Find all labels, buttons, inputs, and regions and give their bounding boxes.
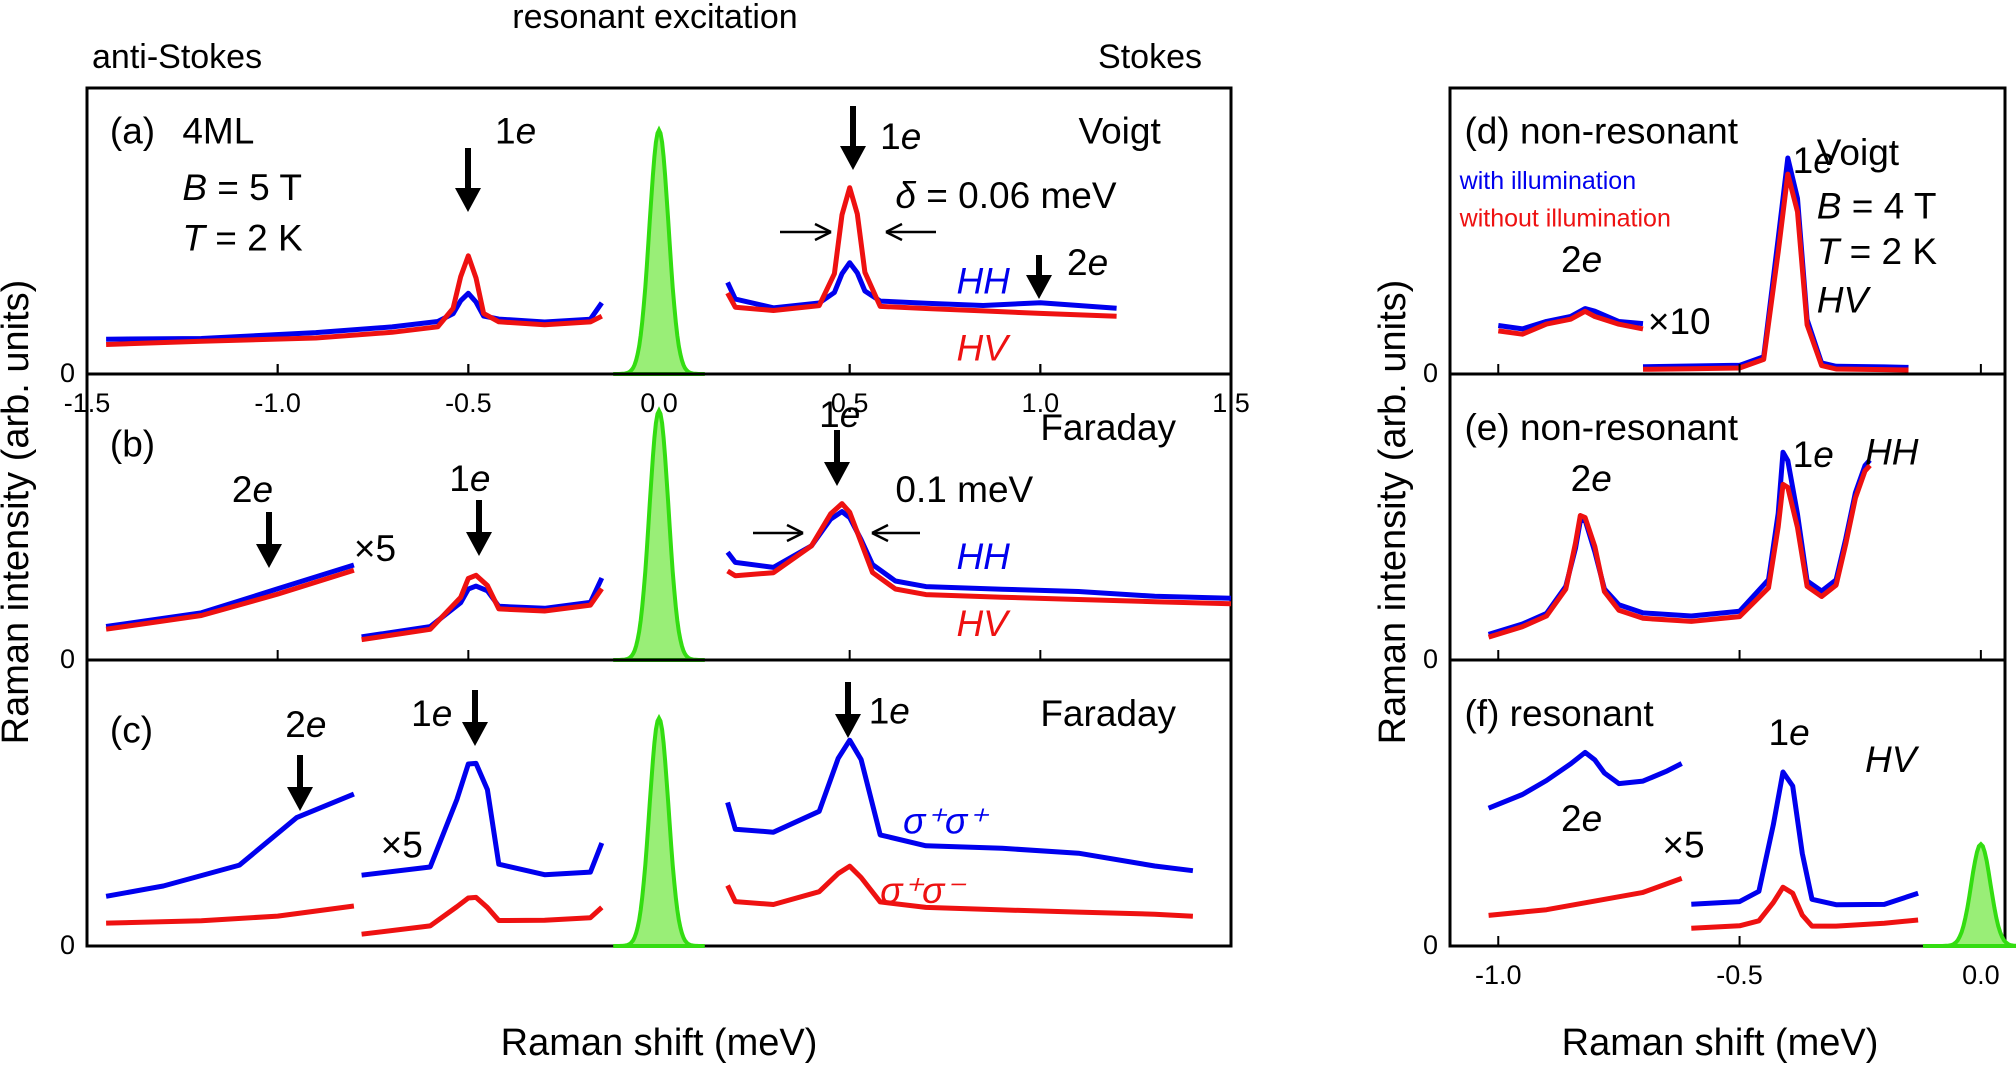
arrow-1e-a-right-head [840,146,866,170]
y-axis-label-left: Raman intensity (arb. units) [0,280,37,745]
annotation-c: 1e [869,691,910,732]
series-blue-f [1691,772,1918,905]
x-tick-label: -0.5 [445,388,492,418]
annotation-a: B = 5 T [182,167,302,208]
header-anti-stokes: anti-Stokes [92,38,262,76]
annotation-d: Voigt [1817,132,1900,173]
panel-d: 0 (d) non-resonant with illumination withou… [1423,88,2005,388]
y-zero-label: 0 [1423,358,1438,388]
annotation-c: σ⁺σ⁺ [903,800,989,841]
annotation-a: (a) [110,111,155,152]
panel-f: 0 -1.0 -0.5 0.0 (f) resonant 2e ×5 1e HV [1423,364,2016,990]
annotation-b: 2e [232,469,273,510]
annotation-f: 1e [1769,712,1810,753]
laser-line-c [613,718,705,946]
annotation-a: 2e [1067,242,1108,283]
x-axis-label-left: Raman shift (meV) [501,1022,818,1064]
annotation-d: HV [1817,279,1872,320]
series-blue-a [106,293,602,339]
annotation-b: HH [956,536,1010,577]
annotation-c: Faraday [1040,693,1176,734]
annotation-b: HV [956,603,1011,644]
arrow-1e-c-right-head [835,714,861,738]
annotation-d: ×10 [1648,301,1711,342]
y-zero-label: 0 [1423,644,1438,674]
y-zero-label: 0 [60,644,75,674]
annotation-c: 1e [411,693,452,734]
x-axis-label-right: Raman shift (meV) [1562,1022,1879,1064]
annotation-a: Voigt [1078,111,1161,152]
annotation-c: (c) [110,709,153,750]
series-red-f [1691,887,1918,928]
panel-c: 0 (c) Faraday 2e ×5 1e 1e σ⁺σ⁺ σ⁺σ⁻ [60,660,1231,960]
arrow-1e-c-head [462,722,488,746]
header-stokes: Stokes [1098,38,1202,76]
annotation-a: 1e [880,116,921,157]
annotation-b: ×5 [354,528,396,569]
annotation-d: T = 2 K [1817,231,1938,272]
y-zero-label: 0 [1423,930,1438,960]
annotation-b: 1e [449,458,490,499]
annotation-a: δ = 0.06 meV [895,175,1116,216]
annotation-b: 0.1 meV [895,469,1033,510]
series-blue-b [106,565,354,627]
annotation-e: HH [1865,431,1919,472]
annotation-a: 4ML [182,111,254,152]
annotation-c: ×5 [381,825,423,866]
annotation-f: HV [1865,739,1920,780]
laser-line-f [1923,844,2016,946]
annotation-e: 1e [1793,434,1834,475]
y-zero-label: 0 [60,930,75,960]
arrow-2e-c-head [287,787,313,811]
arrow-1e-b-head [466,532,492,556]
series-blue-a [728,263,1117,309]
annotation-f: 2e [1561,798,1602,839]
x-tick-label: -1.0 [1475,960,1522,990]
annotation-b: 1e [819,394,860,435]
series-blue-e [1489,452,1870,634]
header-title: resonant excitation [512,0,797,36]
annotation-d: 2e [1561,239,1602,280]
panel-e: 0 (e) non-resonant 2e 1e HH [1423,374,2005,674]
panel-b: 0 (b) Faraday 2e ×5 1e 1e 0.1 meV HH HV [60,374,1231,674]
annotation-a: HV [956,328,1011,369]
series-blue-c [106,794,354,896]
series-red-c [106,906,354,923]
series-red-c [362,897,602,934]
x-tick-label: 0.0 [1962,960,2000,990]
annotation-f: ×5 [1662,825,1704,866]
annotation-d: B = 4 T [1817,186,1937,227]
y-zero-label: 0 [60,358,75,388]
annotation-d: without illumination [1459,205,1671,233]
annotation-c: σ⁺σ⁻ [880,870,966,911]
arrow-2e-b-head [256,544,282,568]
x-tick-label: -0.5 [1716,960,1763,990]
arrow-1e-a-left-head [455,188,481,212]
annotation-b: (b) [110,423,155,464]
laser-line-b [613,411,705,660]
laser-line-a [613,130,705,374]
annotation-d: (d) non-resonant [1464,111,1738,152]
annotation-a: T = 2 K [182,218,303,259]
annotation-e: (e) non-resonant [1464,407,1738,448]
annotation-c: 2e [285,704,326,745]
y-axis-label-right: Raman intensity (arb. units) [1372,280,1414,745]
x-tick-label: -1.0 [254,388,301,418]
annotation-d: with illumination [1459,167,1636,195]
annotation-a: HH [956,261,1010,302]
annotation-e: 2e [1571,458,1612,499]
annotation-f: (f) resonant [1464,693,1654,734]
annotation-b: Faraday [1040,407,1176,448]
arrow-2e-a-head [1026,275,1052,299]
arrow-1e-b-right-head [824,462,850,486]
annotation-a: 1e [495,111,536,152]
series-red-f [1489,878,1682,915]
